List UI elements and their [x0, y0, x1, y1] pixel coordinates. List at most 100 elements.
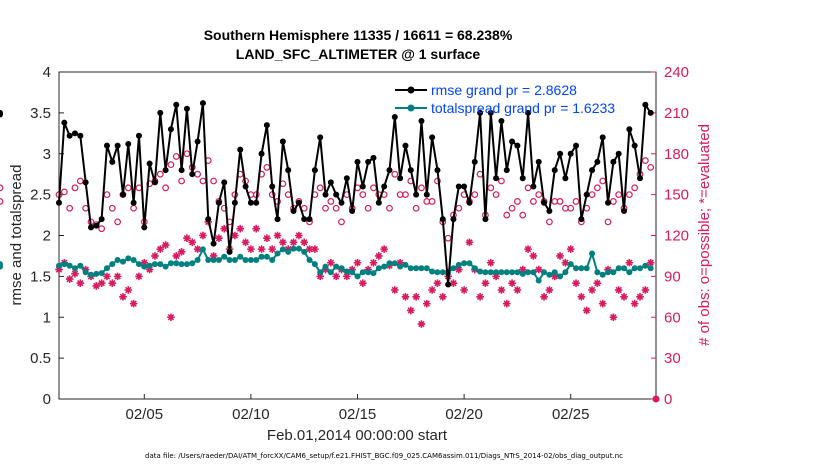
- rmse-point: [178, 167, 185, 174]
- totalspread-point: [514, 269, 521, 276]
- y2-tick-label: 120: [664, 228, 689, 245]
- rmse-point: [621, 207, 628, 214]
- evaluated-point: [438, 293, 447, 301]
- possible-point: [322, 204, 329, 212]
- rmse-point: [557, 150, 564, 157]
- legend-spread-label: totalspread grand pr = 1.6233: [431, 100, 615, 116]
- possible-point: [391, 170, 399, 178]
- totalspread-point: [541, 269, 548, 276]
- rmse-point: [151, 179, 158, 186]
- totalspread-point: [583, 265, 590, 272]
- rmse-point: [119, 191, 126, 198]
- rmse-point: [359, 183, 366, 190]
- evaluated-point: [295, 231, 303, 240]
- evaluated-point: [92, 282, 101, 290]
- rmse-point: [205, 216, 212, 223]
- totalspread-point: [135, 261, 142, 268]
- totalspread-point: [183, 261, 190, 268]
- rmse-point: [327, 179, 334, 186]
- evaluated-point: [289, 238, 298, 247]
- evaluated-point: [236, 224, 245, 233]
- totalspread-point: [343, 268, 350, 275]
- totalspread-point: [359, 269, 366, 276]
- totalspread-point: [125, 255, 132, 262]
- y-tick-label: 2: [43, 228, 51, 245]
- y2-tick-label: 240: [664, 64, 689, 81]
- totalspread-point: [205, 257, 212, 264]
- evaluated-point: [620, 293, 628, 301]
- possible-point: [535, 191, 543, 199]
- rmse-point: [439, 216, 446, 223]
- totalspread-point: [626, 269, 633, 276]
- x-axis-label: Feb.01,2014 00:00:00 start: [267, 427, 448, 444]
- y-tick-label: 0: [43, 391, 51, 408]
- rmse-point: [247, 199, 254, 206]
- x-tick-label: 02/10: [232, 406, 270, 423]
- possible-point: [114, 218, 122, 226]
- rmse-point: [61, 119, 68, 126]
- evaluated-point: [199, 231, 207, 240]
- totalspread-point: [141, 263, 148, 270]
- totalspread-point: [333, 263, 340, 270]
- totalspread-point: [311, 261, 318, 268]
- evaluated-point: [577, 293, 586, 301]
- totalspread-point: [375, 265, 382, 272]
- totalspread-point: [482, 269, 489, 276]
- evaluated-point: [396, 258, 404, 267]
- y2-tick-label: 90: [664, 268, 681, 285]
- rmse-point: [253, 199, 260, 206]
- evaluated-point: [486, 258, 495, 267]
- possible-point: [71, 184, 79, 192]
- rmse-point: [0, 111, 3, 118]
- evaluated-point: [556, 252, 564, 260]
- totalspread-point: [263, 253, 270, 260]
- evaluated-point: [401, 293, 410, 301]
- rmse-point: [418, 118, 425, 125]
- rmse-point: [279, 138, 286, 145]
- totalspread-point: [119, 258, 126, 265]
- rmse-point: [546, 207, 553, 214]
- totalspread-point: [189, 260, 196, 267]
- possible-point: [545, 218, 553, 226]
- evaluated-point: [300, 238, 308, 247]
- series-rmse: [0, 100, 654, 288]
- rmse-point: [381, 183, 388, 190]
- possible-point: [108, 204, 116, 212]
- rmse-point: [135, 132, 142, 139]
- rmse-point: [365, 158, 372, 165]
- rmse-point: [269, 183, 276, 190]
- totalspread-point: [461, 260, 468, 267]
- rmse-point: [477, 109, 484, 116]
- rmse-point: [631, 142, 638, 149]
- rmse-point: [375, 199, 382, 206]
- legend: rmse grand pr = 2.8628 totalspread grand…: [395, 82, 615, 116]
- rmse-point: [466, 199, 473, 206]
- rmse-point: [535, 158, 542, 165]
- rmse-point: [87, 224, 94, 231]
- possible-point: [503, 211, 511, 219]
- totalspread-point: [199, 246, 206, 253]
- rmse-point: [386, 167, 393, 174]
- rmse-point: [231, 199, 238, 206]
- rmse-point: [333, 191, 340, 198]
- totalspread-point: [423, 265, 430, 272]
- evaluated-point: [183, 234, 191, 243]
- totalspread-point: [87, 271, 94, 278]
- rmse-point: [498, 118, 505, 125]
- evaluated-point: [630, 299, 639, 308]
- rmse-point: [423, 191, 430, 198]
- rmse-point: [343, 175, 350, 182]
- rmse-point: [199, 100, 206, 107]
- y-tick-label: 3: [43, 146, 51, 163]
- evaluated-point: [167, 313, 175, 322]
- y-tick-label: 1.5: [30, 268, 51, 285]
- totalspread-point: [503, 269, 510, 276]
- evaluated-point: [113, 272, 122, 281]
- totalspread-point: [221, 253, 228, 260]
- totalspread-point: [194, 257, 201, 264]
- totalspread-point: [130, 257, 137, 264]
- totalspread-point: [173, 260, 180, 267]
- rmse-point: [162, 167, 169, 174]
- evaluated-point: [614, 286, 623, 294]
- rmse-point: [157, 109, 164, 116]
